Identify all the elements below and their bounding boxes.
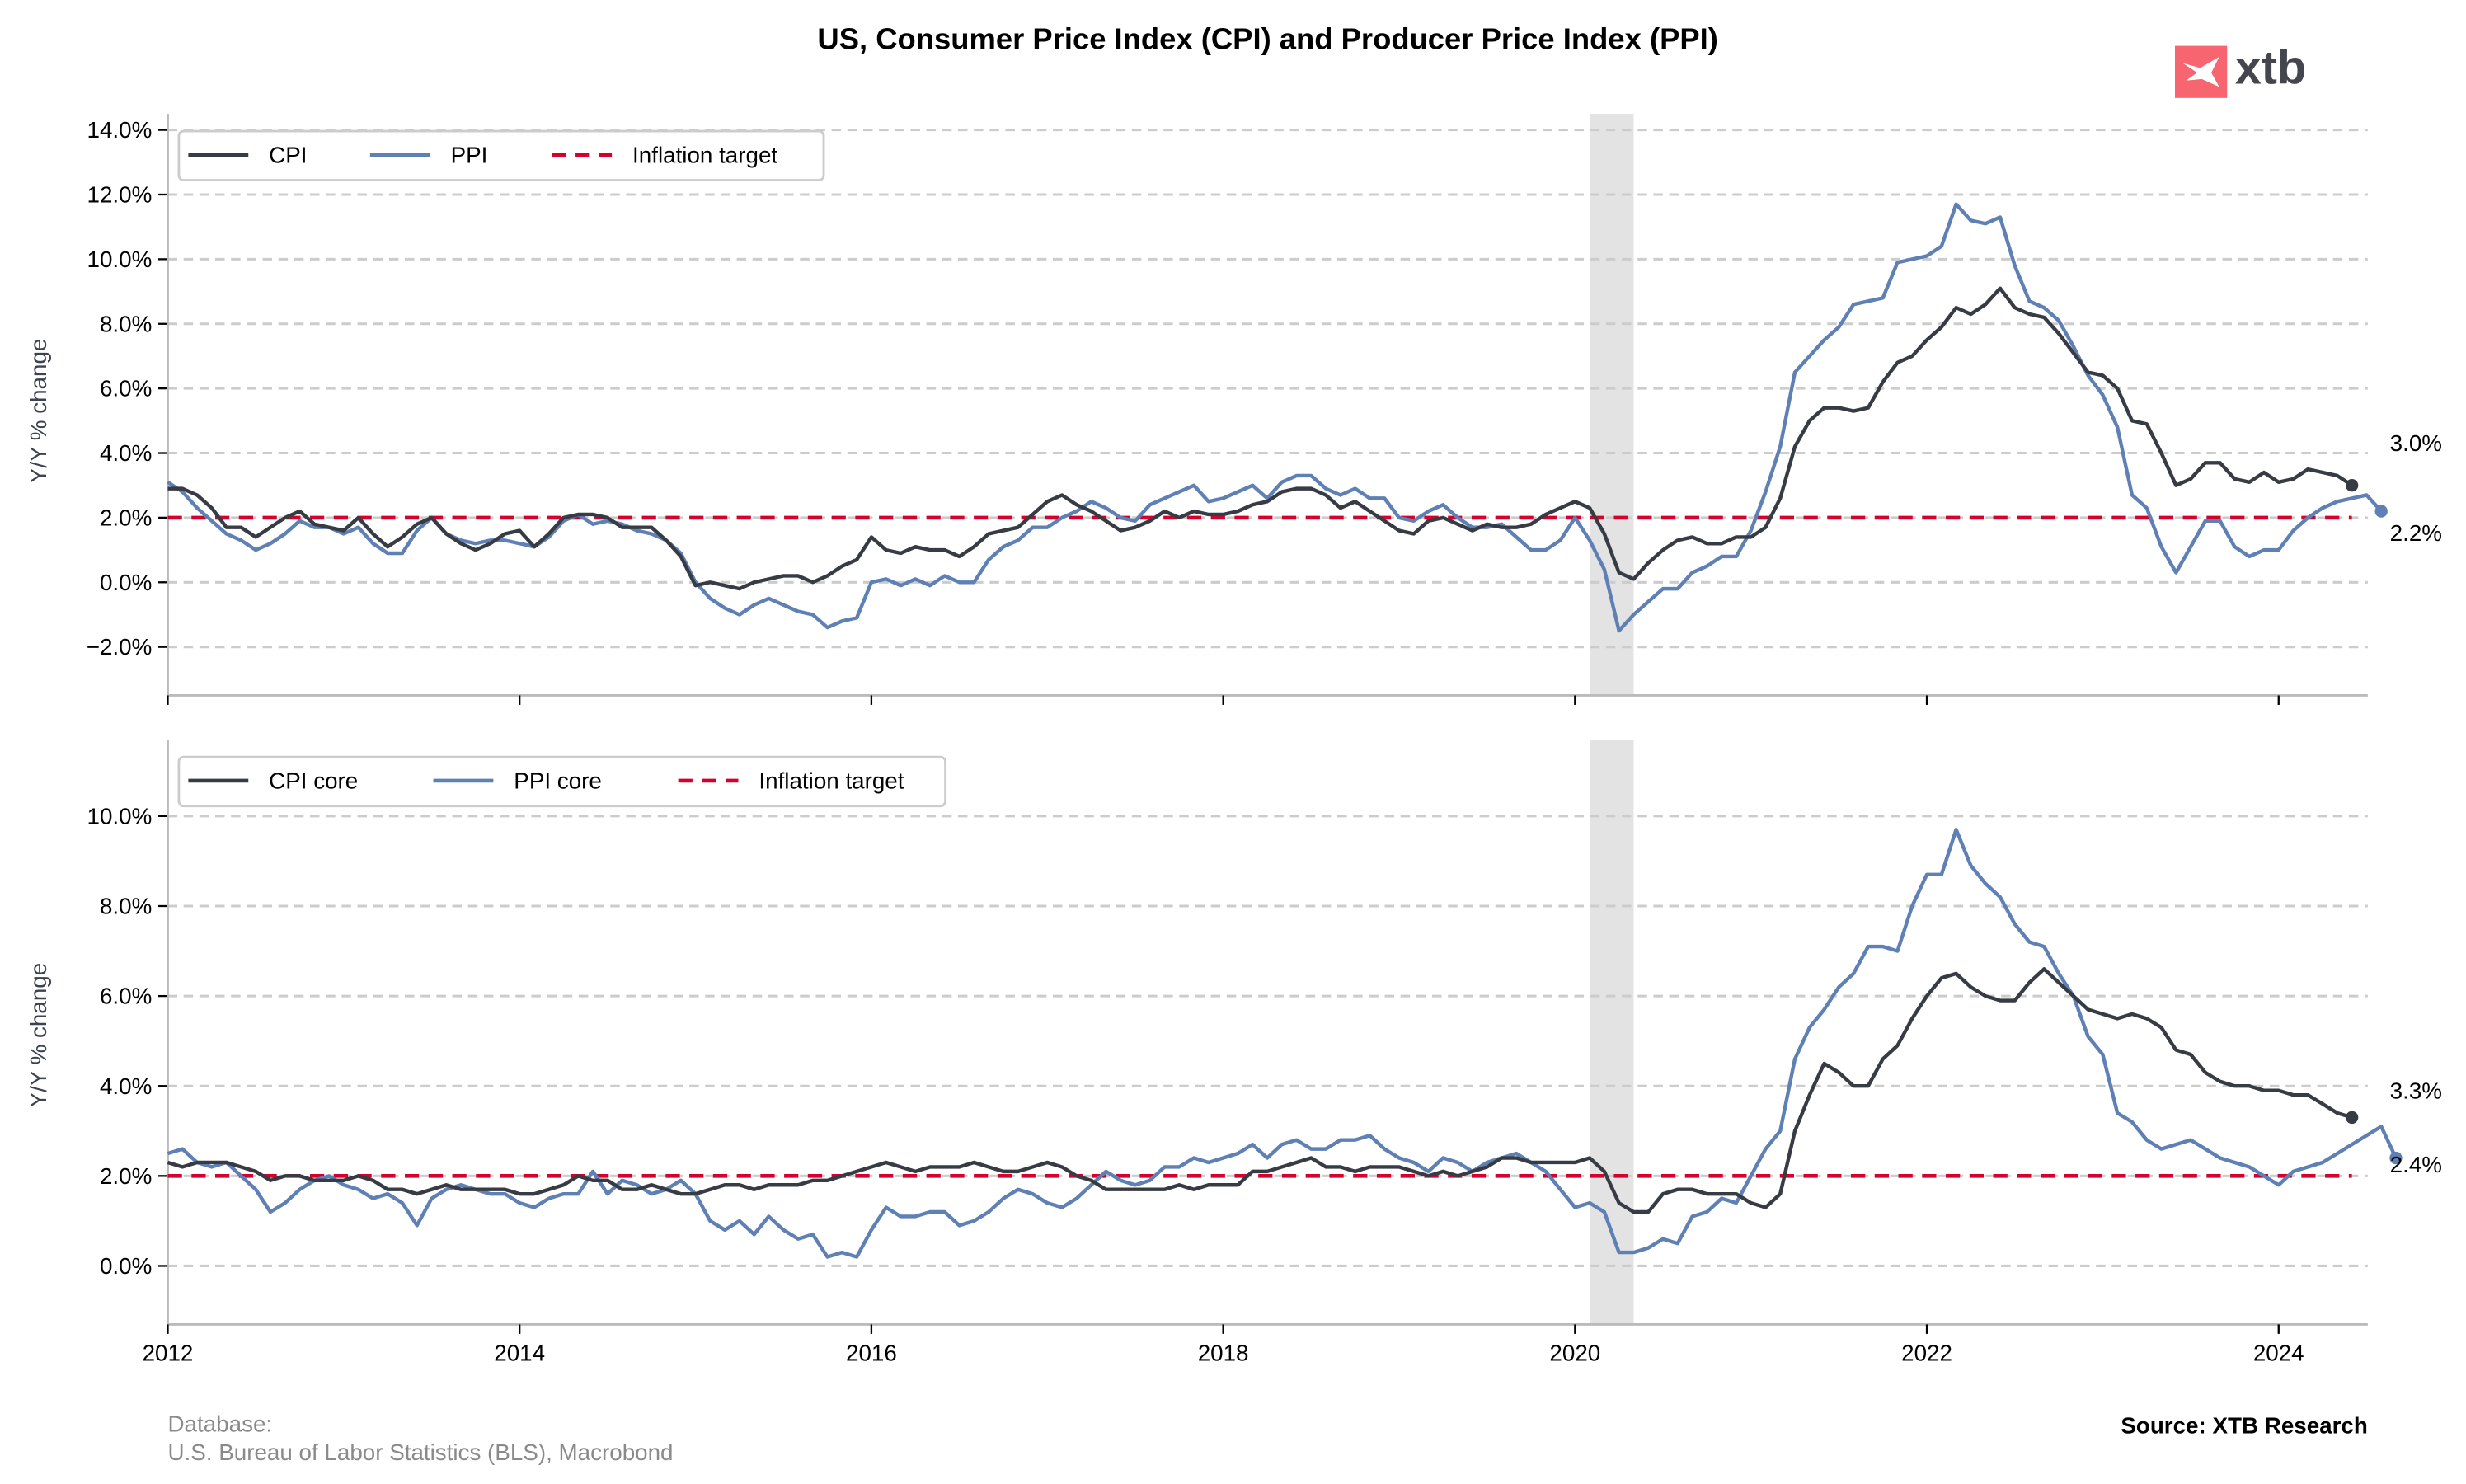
series-line-cpi (167, 286, 2353, 591)
chart-title: US, Consumer Price Index (CPI) and Produ… (817, 21, 1717, 55)
y-tick-label: −2.0% (87, 634, 153, 660)
end-marker-cpi (2345, 479, 2359, 492)
legend-label: Inflation target (632, 142, 777, 167)
y-tick-label: 6.0% (100, 984, 152, 1009)
x-tick-label: 2018 (1198, 1340, 1249, 1365)
legend-label: PPI (451, 142, 488, 167)
legend: CPI core PPI core Inflation target (177, 755, 947, 808)
end-label-cpi: 3.0% (2390, 430, 2442, 456)
series-line-ppi (167, 202, 2383, 633)
footer-database-value: U.S. Bureau of Labor Statistics (BLS), M… (167, 1439, 673, 1465)
xtb-x-logo-glyph (2182, 57, 2219, 87)
y-tick-label: 4.0% (100, 440, 152, 466)
xtb-logo-text: xtb (2235, 42, 2306, 95)
y-tick-label: 8.0% (100, 894, 152, 919)
legend-label: CPI (269, 142, 307, 167)
series-line-ppi (167, 828, 2398, 1259)
x-tick-label: 2014 (494, 1340, 545, 1365)
panel-core: 0.0% 2.0% 4.0% 6.0% 8.0% 10.0% 2012 2014 2016 201… (26, 740, 2442, 1365)
y-tick-label: 4.0% (100, 1073, 152, 1099)
end-marker-ppi (2389, 1151, 2403, 1165)
y-axis-label: Y/Y % change (26, 339, 51, 484)
y-tick-label: 6.0% (100, 376, 152, 402)
legend: CPI PPI Inflation target (177, 129, 825, 181)
x-tick-label: 2012 (143, 1340, 194, 1365)
x-tick-label: 2016 (846, 1340, 897, 1365)
footer-database-label: Database: (167, 1411, 272, 1437)
y-axis-label: Y/Y % change (26, 963, 51, 1108)
y-tick-label: 0.0% (100, 1253, 152, 1279)
end-label-ppi: 2.2% (2390, 520, 2442, 546)
end-marker-ppi (2374, 505, 2388, 518)
x-tick-label: 2020 (1549, 1340, 1600, 1365)
end-marker-cpi (2345, 1111, 2359, 1125)
panel-cpi-ppi: −2.0% 0.0% 2.0% 4.0% 6.0% 8.0% 10.0% 12.0% 14.0%… (26, 114, 2442, 705)
y-tick-label: 12.0% (87, 182, 153, 208)
y-tick-label: 10.0% (87, 803, 153, 829)
legend-box (177, 755, 947, 808)
series-line-cpi (167, 967, 2353, 1214)
x-tick-label: 2022 (1901, 1340, 1952, 1365)
y-tick-label: 10.0% (87, 247, 153, 272)
legend-label: Inflation target (759, 768, 904, 794)
end-label-cpi: 3.3% (2390, 1078, 2442, 1103)
legend-label: PPI core (514, 768, 602, 794)
y-tick-label: 8.0% (100, 311, 152, 336)
xtb-logo: xtb (2174, 42, 2306, 98)
y-tick-label: 14.0% (87, 117, 153, 143)
legend-label: CPI core (269, 768, 358, 794)
y-tick-label: 0.0% (100, 570, 152, 595)
footer-source: Source: XTB Research (2121, 1413, 2368, 1439)
recession-shading (1590, 114, 1634, 696)
x-tick-label: 2024 (2253, 1340, 2304, 1365)
legend-box (177, 129, 825, 181)
end-label-ppi: 2.4% (2390, 1152, 2442, 1177)
y-tick-label: 2.0% (100, 505, 152, 530)
y-tick-label: 2.0% (100, 1163, 152, 1189)
